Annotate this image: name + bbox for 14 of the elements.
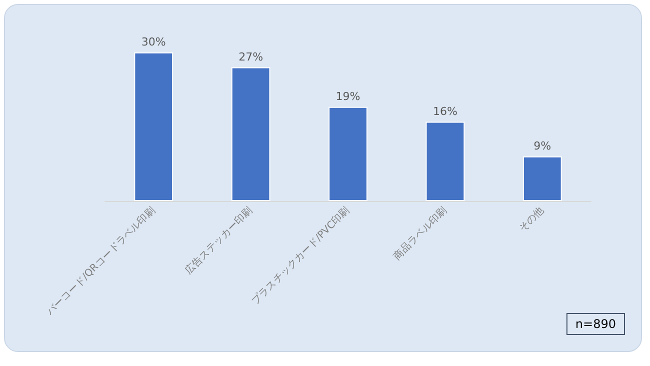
data-label: 9% <box>534 139 552 152</box>
bar <box>134 52 174 201</box>
bar <box>231 67 270 201</box>
data-label: 19% <box>336 90 360 103</box>
bar <box>426 122 465 201</box>
bar <box>328 106 368 201</box>
data-label: 27% <box>238 50 264 64</box>
bar <box>522 156 562 201</box>
text: n=890 <box>575 317 616 331</box>
x-tick-label: 商品ラベル印刷 <box>391 204 450 262</box>
x-tick-label: その他 <box>516 204 546 234</box>
data-label: 16% <box>432 104 458 118</box>
data-label: 30% <box>141 35 166 48</box>
x-tick-label: 広告ステッカー印刷 <box>182 204 255 277</box>
